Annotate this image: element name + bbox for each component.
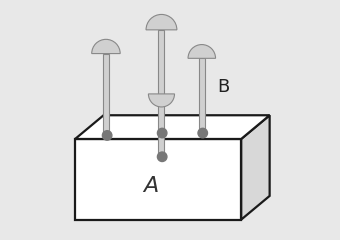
Text: A: A <box>143 176 159 196</box>
Circle shape <box>102 131 112 140</box>
Wedge shape <box>92 39 120 54</box>
Polygon shape <box>75 115 270 139</box>
Wedge shape <box>149 94 174 107</box>
Circle shape <box>157 128 167 138</box>
Polygon shape <box>158 30 165 157</box>
Polygon shape <box>199 58 205 133</box>
Circle shape <box>157 152 167 162</box>
Text: B: B <box>218 78 230 96</box>
Circle shape <box>198 128 207 138</box>
Wedge shape <box>188 45 216 58</box>
Polygon shape <box>75 139 241 220</box>
Polygon shape <box>241 115 270 220</box>
Wedge shape <box>146 14 177 30</box>
Polygon shape <box>103 54 109 135</box>
